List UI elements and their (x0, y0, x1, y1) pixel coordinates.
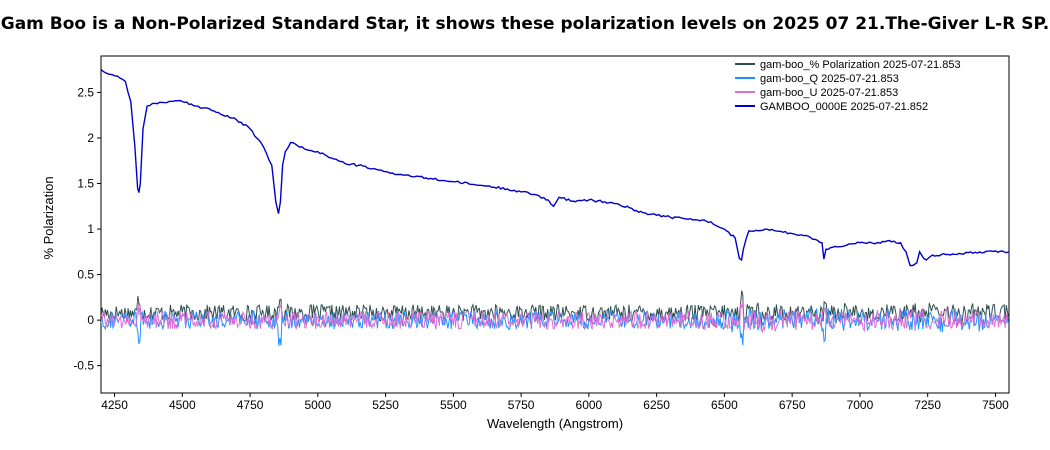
y-tick-label: 0.5 (77, 268, 94, 282)
legend-label: gam-boo_% Polarization 2025-07-21.853 (760, 59, 961, 71)
y-tick-label: 0 (87, 313, 94, 327)
y-axis-label: % Polarization (41, 176, 56, 259)
y-axis: -0.5 0 0.5 1 1.5 2 2.5 (73, 85, 101, 373)
x-tick-label: 7000 (847, 398, 874, 412)
x-axis: 4250 4500 4750 5000 5250 5500 5750 6000 6250 6500… (101, 393, 1009, 412)
x-tick-label: 4500 (169, 398, 196, 412)
x-tick-label: 4250 (101, 398, 128, 412)
x-tick-label: 7250 (914, 398, 941, 412)
series-line (101, 69, 1009, 267)
y-tick-label: -0.5 (73, 359, 94, 373)
x-tick-label: 5500 (440, 398, 467, 412)
series-line (101, 300, 1009, 334)
legend-label: GAMBOO_0000E 2025-07-21.852 (760, 101, 928, 113)
legend-label: gam-boo_Q 2025-07-21.853 (760, 73, 899, 85)
x-tick-label: 6500 (711, 398, 738, 412)
x-tick-label: 5250 (372, 398, 399, 412)
x-tick-label: 5750 (508, 398, 535, 412)
x-tick-label: 7500 (982, 398, 1009, 412)
x-tick-label: 6750 (779, 398, 806, 412)
y-tick-label: 2.5 (77, 85, 94, 99)
y-tick-label: 2 (87, 131, 94, 145)
legend: gam-boo_% Polarization 2025-07-21.853 gam… (735, 59, 961, 113)
x-tick-label: 6250 (643, 398, 670, 412)
y-tick-label: 1.5 (77, 177, 94, 191)
x-tick-label: 4750 (237, 398, 264, 412)
series-layer (101, 69, 1009, 346)
plot-area (100, 55, 1010, 394)
legend-label: gam-boo_U 2025-07-21.853 (760, 87, 898, 99)
x-tick-label: 5000 (304, 398, 331, 412)
chart-title: Gam Boo is a Non-Polarized Standard Star… (0, 14, 1050, 34)
y-tick-label: 1 (87, 222, 94, 236)
x-axis-label: Wavelength (Angstrom) (487, 416, 623, 431)
x-tick-label: 6000 (576, 398, 603, 412)
